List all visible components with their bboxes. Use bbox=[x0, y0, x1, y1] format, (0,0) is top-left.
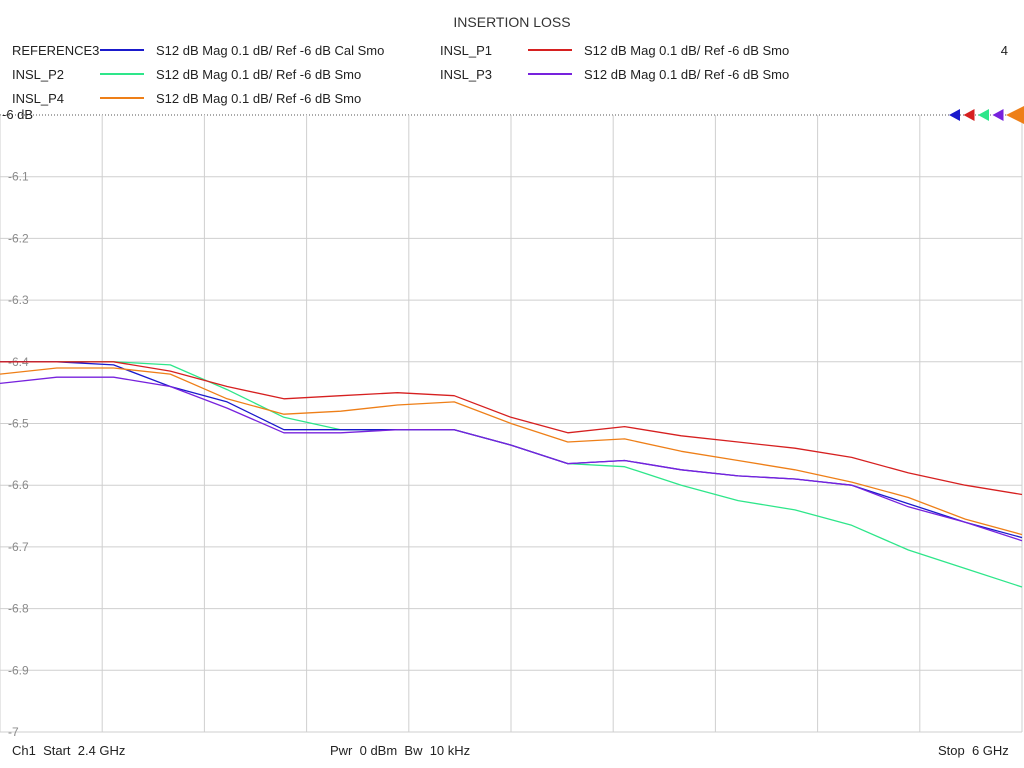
legend-series-name: INSL_P2 bbox=[12, 67, 64, 82]
legend-trace-desc: S12 dB Mag 0.1 dB/ Ref -6 dB Smo bbox=[584, 43, 789, 58]
y-tick-label: -6.1 bbox=[8, 170, 29, 184]
ref-marker bbox=[978, 109, 989, 121]
footer-stop: Stop 6 GHz bbox=[938, 743, 1009, 758]
insertion-loss-chart: INSERTION LOSS 4 REFERENCE3 S12 dB Mag 0.… bbox=[0, 14, 1024, 739]
ref-marker bbox=[949, 109, 960, 121]
y-tick-label: -6.9 bbox=[8, 663, 29, 677]
y-tick-label: -6 dB bbox=[2, 107, 33, 122]
y-axis-ticks: -6 dB-6.1-6.2-6.3-6.4-6.5-6.6-6.7-6.8-6.… bbox=[2, 107, 33, 739]
footer-start: Ch1 Start 2.4 GHz bbox=[12, 743, 126, 758]
channel-number: 4 bbox=[1001, 43, 1008, 58]
trace-line bbox=[0, 376, 1023, 542]
footer-power-bandwidth: Pwr 0 dBm Bw 10 kHz bbox=[330, 743, 471, 758]
y-tick-label: -6.6 bbox=[8, 478, 29, 492]
legend-series-name: INSL_P1 bbox=[440, 43, 492, 58]
ref-marker bbox=[992, 109, 1004, 121]
legend: REFERENCE3 S12 dB Mag 0.1 dB/ Ref -6 dB C… bbox=[12, 43, 789, 106]
y-tick-label: -6.5 bbox=[8, 417, 29, 431]
y-tick-label: -6.8 bbox=[8, 602, 29, 616]
y-tick-label: -7 bbox=[8, 725, 19, 739]
legend-trace-desc: S12 dB Mag 0.1 dB/ Ref -6 dB Cal Smo bbox=[156, 43, 384, 58]
legend-trace-desc: S12 dB Mag 0.1 dB/ Ref -6 dB Smo bbox=[156, 91, 361, 106]
legend-trace-desc: S12 dB Mag 0.1 dB/ Ref -6 dB Smo bbox=[584, 67, 789, 82]
y-tick-label: -6.7 bbox=[8, 540, 29, 554]
legend-series-name: INSL_P3 bbox=[440, 67, 492, 82]
legend-series-name: REFERENCE3 bbox=[12, 43, 99, 58]
trace-line bbox=[0, 361, 1023, 496]
chart-title: INSERTION LOSS bbox=[453, 14, 570, 30]
traces bbox=[0, 361, 1023, 588]
reference-markers bbox=[949, 106, 1024, 124]
y-tick-label: -6.3 bbox=[8, 293, 29, 307]
y-tick-label: -6.2 bbox=[8, 231, 29, 245]
ref-marker-active bbox=[1006, 106, 1024, 124]
trace-line bbox=[0, 367, 1023, 536]
legend-series-name: INSL_P4 bbox=[12, 91, 64, 106]
legend-trace-desc: S12 dB Mag 0.1 dB/ Ref -6 dB Smo bbox=[156, 67, 361, 82]
ref-marker bbox=[963, 109, 975, 121]
